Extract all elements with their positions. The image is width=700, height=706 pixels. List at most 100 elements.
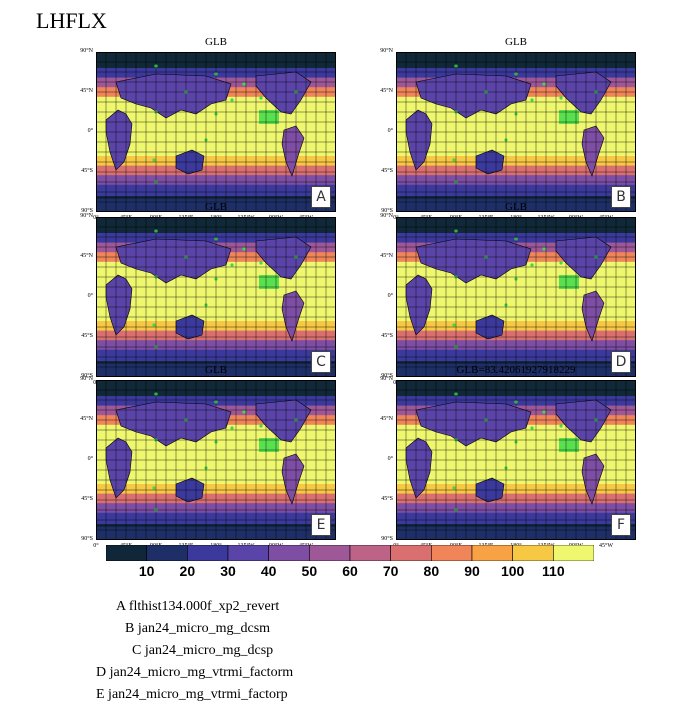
map-frame — [96, 52, 336, 212]
colorbar-swatch — [146, 545, 188, 561]
colorbar-tick-label: 60 — [342, 563, 358, 579]
lat-label: 90°S — [81, 373, 93, 379]
lat-label: 0° — [387, 128, 393, 134]
panel-title: GLB — [505, 201, 527, 213]
colorbar-swatch — [431, 545, 473, 561]
figure-title: LHFLX — [36, 8, 107, 33]
station-marker — [230, 98, 234, 102]
panel-letter: B — [611, 186, 631, 208]
lat-label: 90°S — [81, 208, 93, 214]
lat-label: 0° — [387, 293, 393, 299]
map-panel-e: GLB 90°N45°N0°45°S90°S0°45°E90°E135°E180… — [80, 364, 336, 549]
station-marker — [530, 426, 534, 430]
lat-label: 90°S — [381, 373, 393, 379]
lat-label: 45°N — [380, 253, 393, 259]
colorbar-tick-label: 20 — [179, 563, 196, 579]
land-mass — [255, 399, 312, 443]
map-plot — [96, 217, 336, 377]
map-plot — [396, 380, 636, 540]
lat-label: 45°S — [81, 333, 93, 339]
station-marker — [452, 486, 456, 490]
colorbar-swatch — [106, 545, 147, 561]
land-mass — [555, 236, 612, 280]
lat-label: 90°N — [380, 48, 393, 54]
station-marker — [230, 263, 234, 267]
land-mass — [555, 399, 612, 443]
lat-label: 90°S — [81, 536, 93, 542]
lat-label: 90°N — [80, 213, 93, 219]
highlight-region — [259, 438, 279, 452]
lat-label: 0° — [87, 456, 93, 462]
panel-title: GLB — [205, 364, 227, 376]
panel-title: GLB=83.42061927918229 — [456, 364, 576, 376]
station-marker — [542, 82, 546, 86]
lon-label: 45°W — [598, 543, 614, 549]
map-frame — [96, 217, 336, 377]
station-marker — [152, 158, 156, 162]
map-plot — [396, 217, 636, 377]
land-mass — [255, 71, 312, 115]
case-label-d: D jan24_micro_mg_vtrmi_factorm — [96, 665, 294, 680]
colorbar-tick-label: 80 — [423, 563, 440, 579]
lat-label: 45°S — [81, 168, 93, 174]
map-frame — [396, 380, 636, 540]
lat-label: 45°N — [380, 88, 393, 94]
lat-label: 45°N — [80, 253, 93, 259]
lat-label: 0° — [87, 293, 93, 299]
colorbar-tick-label: 110 — [542, 563, 565, 579]
map-panel-b: GLB 90°N45°N0°45°S90°S0°45°E90°E135°E180… — [380, 36, 636, 221]
case-label-b: B jan24_micro_mg_dcsm — [125, 621, 271, 636]
lat-label: 45°N — [80, 416, 93, 422]
case-label-c: C jan24_micro_mg_dcsp — [132, 643, 274, 658]
lat-label: 45°N — [380, 416, 393, 422]
land-mass — [581, 290, 605, 342]
panel-title: GLB — [505, 36, 527, 48]
colorbar-tick-label: 10 — [138, 563, 155, 579]
station-marker — [530, 98, 534, 102]
colorbar-swatch — [390, 545, 432, 561]
panel-letter: F — [611, 514, 631, 536]
map-frame — [96, 380, 336, 540]
colorbar-tick-label: 100 — [500, 563, 525, 579]
lat-label: 0° — [87, 128, 93, 134]
panel-title: GLB — [205, 201, 227, 213]
land-mass — [281, 290, 305, 342]
highlight-region — [559, 275, 579, 289]
land-mass — [255, 236, 312, 280]
station-marker — [259, 96, 263, 100]
lat-label: 45°N — [80, 88, 93, 94]
land-mass — [281, 125, 305, 177]
lat-label: 90°N — [80, 48, 93, 54]
station-marker — [230, 426, 234, 430]
case-label-e: E jan24_micro_mg_vtrmi_factorp — [96, 687, 288, 702]
highlight-region — [259, 275, 279, 289]
station-marker — [559, 261, 563, 265]
map-plot — [96, 380, 336, 540]
lat-label: 0° — [387, 456, 393, 462]
panel-letter: D — [611, 351, 631, 373]
map-frame — [396, 217, 636, 377]
map-panel-c: GLB 90°N45°N0°45°S90°S0°45°E90°E135°E180… — [80, 201, 336, 386]
map-plot — [96, 52, 336, 212]
lat-label: 45°S — [381, 496, 393, 502]
map-panel-a: GLB 90°N45°N0°45°S90°S0°45°E90°E135°E180… — [80, 36, 336, 221]
lat-label: 90°N — [380, 213, 393, 219]
lon-label: 0° — [93, 543, 99, 549]
lat-label: 45°S — [81, 496, 93, 502]
map-panel-d: GLB 90°N45°N0°45°S90°S0°45°E90°E135°E180… — [380, 201, 636, 386]
colorbar-tick-label: 50 — [301, 563, 318, 579]
colorbar-swatch — [187, 545, 229, 561]
lat-label: 90°S — [381, 536, 393, 542]
panel-title: GLB — [205, 36, 227, 48]
lat-label: 90°S — [381, 208, 393, 214]
land-mass — [281, 453, 305, 505]
station-marker — [559, 96, 563, 100]
map-plot — [396, 52, 636, 212]
station-marker — [542, 410, 546, 414]
land-mass — [581, 453, 605, 505]
lat-label: 90°N — [80, 376, 93, 382]
land-mass — [555, 71, 612, 115]
colorbar-swatch — [512, 545, 554, 561]
map-frame — [396, 52, 636, 212]
colorbar-tick-label: 40 — [260, 563, 277, 579]
